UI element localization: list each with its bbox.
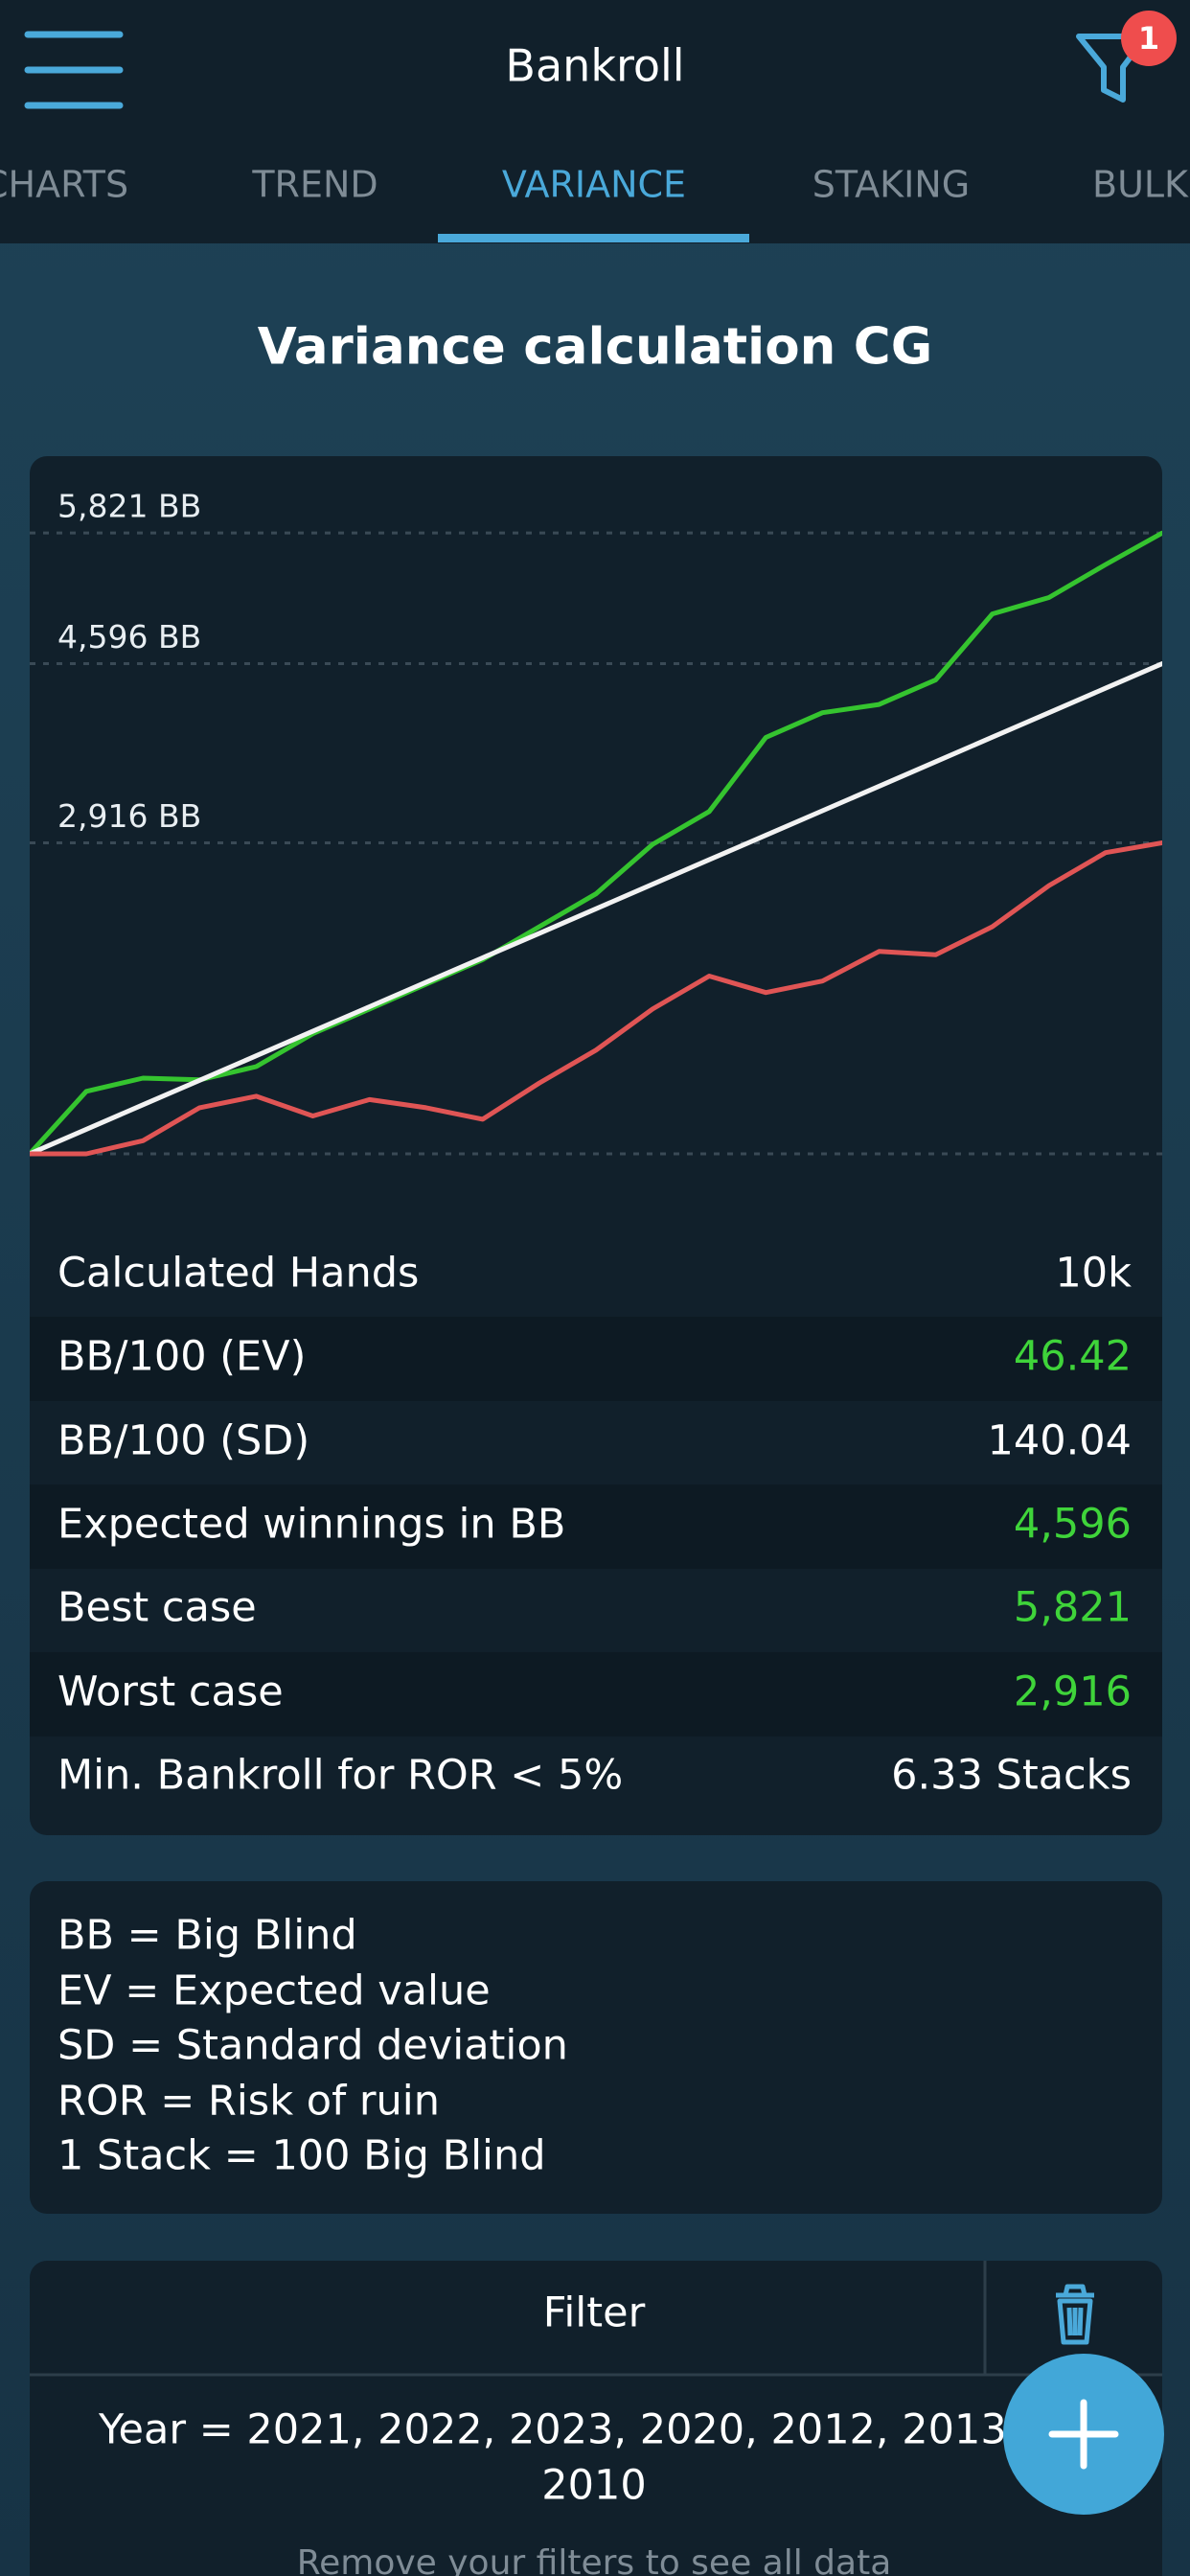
legend-card (30, 1881, 1162, 2214)
stat-value: 4,596 (1014, 1501, 1132, 1549)
tab[interactable]: CHARTS (0, 164, 128, 206)
tab[interactable]: TREND (251, 164, 378, 206)
legend-line: EV = Expected value (57, 1967, 491, 2015)
row-stripe (30, 1652, 1162, 1736)
filter-badge: 1 (1138, 20, 1159, 57)
legend-line: BB = Big Blind (57, 1912, 357, 1960)
stat-label: Min. Bankroll for ROR < 5% (57, 1752, 623, 1800)
stat-value: 140.04 (988, 1417, 1132, 1465)
tab[interactable]: STAKING (812, 164, 970, 206)
y-tick-label: 4,596 BB (57, 618, 201, 656)
filter-card (30, 2261, 1162, 2576)
chart: 2,916 BB 4,596 BB 5,821 BB (30, 488, 1162, 1157)
app-bar (0, 0, 1190, 243)
tab-indicator (438, 234, 749, 242)
series-line (30, 661, 1162, 1157)
stat-label: Worst case (57, 1668, 284, 1716)
page-title: Variance calculation CG (258, 318, 932, 377)
filter-button[interactable]: 1 (1076, 11, 1177, 103)
delete-filter-button[interactable] (1056, 2284, 1094, 2345)
filter-text: Year = 2021, 2022, 2023, 2020, 2012, 201… (98, 2406, 1059, 2454)
series-line (30, 530, 1162, 1157)
stat-value: 2,916 (1014, 1668, 1132, 1716)
stat-value: 6.33 Stacks (891, 1752, 1132, 1800)
filter-text: 2010 (541, 2462, 646, 2510)
legend-line: ROR = Risk of ruin (57, 2078, 440, 2126)
menu-button[interactable] (24, 31, 124, 109)
stat-label: Calculated Hands (57, 1250, 419, 1298)
stat-value: 10k (1055, 1250, 1132, 1298)
stat-label: Best case (57, 1584, 257, 1632)
stat-value: 5,821 (1014, 1584, 1132, 1632)
tab-active[interactable]: VARIANCE (502, 164, 686, 206)
filter-title: Filter (543, 2289, 646, 2337)
stat-label: Expected winnings in BB (57, 1501, 565, 1549)
app-title: Bankroll (505, 40, 684, 92)
stat-label: BB/100 (EV) (57, 1333, 306, 1381)
legend-line: 1 Stack = 100 Big Blind (57, 2132, 546, 2180)
tab[interactable]: BULK (1092, 164, 1189, 206)
filter-note: Remove your filters to see all data (297, 2543, 892, 2576)
legend-line: SD = Standard deviation (57, 2022, 568, 2070)
row-stripe (30, 1484, 1162, 1569)
add-button[interactable] (1003, 2354, 1164, 2515)
y-tick-label: 5,821 BB (57, 488, 201, 525)
row-stripe (30, 1317, 1162, 1401)
series-line (30, 840, 1162, 1157)
stat-label: BB/100 (SD) (57, 1417, 309, 1465)
stat-value: 46.42 (1014, 1333, 1132, 1381)
y-tick-label: 2,916 BB (57, 797, 201, 835)
